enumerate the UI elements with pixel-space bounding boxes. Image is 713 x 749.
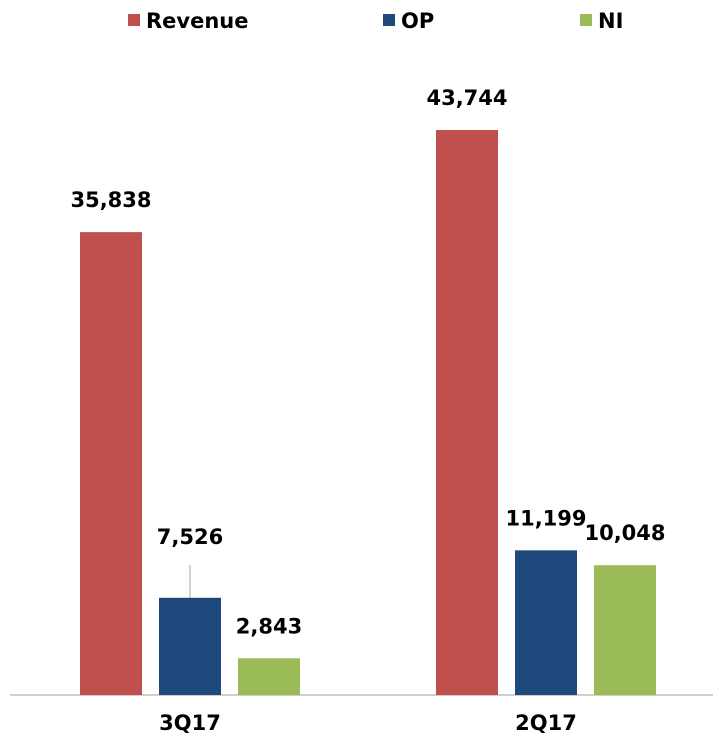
data-label: 10,048 xyxy=(584,521,665,545)
x-tick-label: 3Q17 xyxy=(159,711,221,735)
bar xyxy=(159,597,221,695)
bar xyxy=(238,658,300,695)
data-label: 35,838 xyxy=(70,188,151,212)
data-label: 43,744 xyxy=(426,86,507,110)
data-label: 11,199 xyxy=(505,506,586,530)
data-label: 7,526 xyxy=(157,525,223,549)
bar xyxy=(515,550,577,695)
legend-label: Revenue xyxy=(146,9,249,33)
bar xyxy=(80,232,142,695)
legend-swatch xyxy=(128,14,140,26)
legend-swatch xyxy=(383,14,395,26)
legend-label: OP xyxy=(401,9,434,33)
legend-label: NI xyxy=(598,9,623,33)
bar xyxy=(436,130,498,695)
x-tick-label: 2Q17 xyxy=(515,711,577,735)
bar xyxy=(594,565,656,695)
data-label: 2,843 xyxy=(236,614,302,638)
legend-swatch xyxy=(580,14,592,26)
